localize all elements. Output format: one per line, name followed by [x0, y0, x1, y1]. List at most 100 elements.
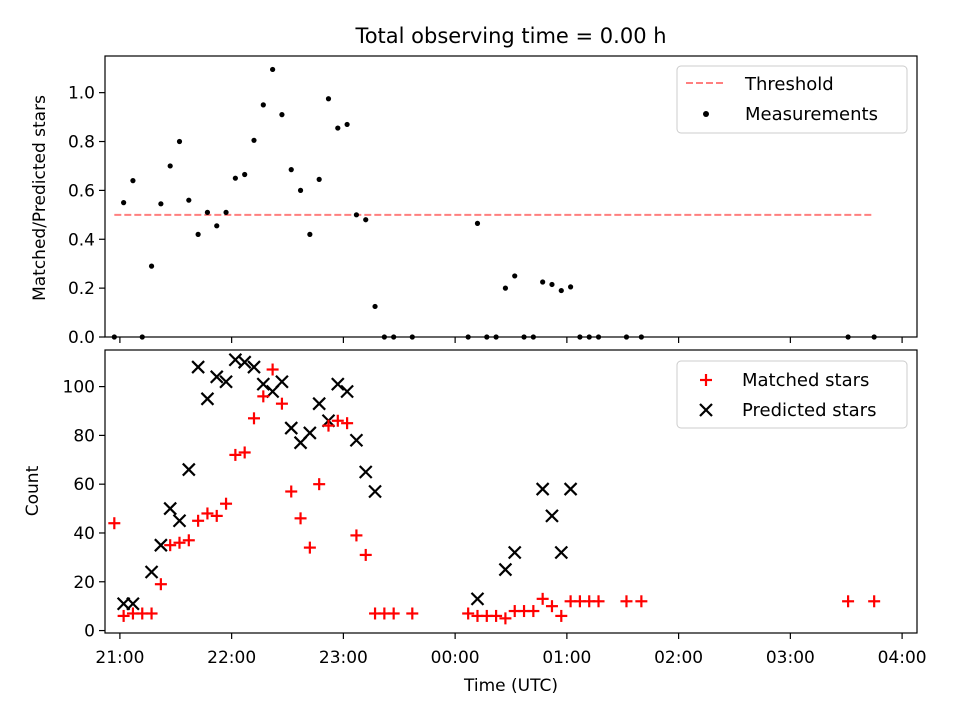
top-legend: Threshold Measurements	[676, 65, 908, 134]
measurement-point	[316, 176, 322, 182]
bottom-x-tick-label: 04:00	[878, 648, 927, 668]
matched-star-point	[229, 448, 242, 461]
legend-measurements-swatch	[703, 111, 709, 117]
bottom-x-tick-label: 22:00	[207, 648, 256, 668]
top-y-tick-label: 0.4	[68, 230, 95, 250]
top-panel: Matched/Predicted stars 0.0 0.2 0.4 0.6 0.8 1…	[30, 55, 918, 348]
measurement-point	[242, 171, 248, 178]
measurement-point	[549, 281, 555, 288]
measurement-point	[148, 263, 155, 269]
bottom-x-axis-label: Time (UTC)	[463, 676, 558, 696]
measurement-point	[288, 167, 294, 173]
predicted-star-point	[498, 562, 513, 577]
matched-star-point	[313, 478, 326, 491]
top-y-tick-label: 0.0	[68, 328, 95, 348]
matched-star-point	[192, 514, 205, 527]
matched-star-point	[635, 595, 648, 608]
bottom-plot-area	[108, 352, 881, 625]
matched-star-point	[545, 600, 558, 613]
matched-star-point	[359, 548, 372, 561]
matched-star-point	[462, 607, 475, 620]
predicted-star-point	[312, 396, 326, 411]
predicted-star-point	[219, 374, 233, 389]
bottom-y-tick-label: 100	[63, 378, 95, 398]
matched-star-point	[145, 607, 158, 620]
measurement-point	[223, 209, 229, 215]
matched-star-point	[592, 595, 605, 608]
predicted-star-point	[535, 482, 550, 496]
measurement-point	[167, 163, 173, 169]
measurement-point	[121, 200, 127, 206]
measurement-point	[297, 187, 304, 193]
predicted-star-point	[554, 545, 569, 560]
matched-star-point	[154, 578, 167, 591]
measurement-point	[372, 303, 378, 310]
matched-star-point	[294, 512, 307, 525]
top-y-tick-label: 0.6	[68, 181, 95, 201]
measurement-point	[502, 285, 509, 291]
top-axes-frame	[104, 55, 918, 338]
matched-star-point	[868, 595, 881, 608]
bottom-legend-box	[676, 360, 908, 429]
predicted-star-point	[340, 384, 354, 399]
matched-star-point	[201, 507, 214, 520]
predicted-star-point	[237, 355, 252, 369]
matched-star-point	[842, 595, 855, 608]
top-y-tick-label: 0.8	[68, 133, 95, 153]
predicted-star-point	[470, 592, 485, 606]
bottom-panel: Count Time (UTC) 0 20 40 60 80 100 21:00 22:00…	[23, 349, 927, 696]
predicted-star-point	[563, 482, 578, 496]
predicted-star-point	[163, 501, 177, 516]
measurement-point	[204, 209, 211, 215]
measurement-point	[353, 212, 360, 218]
bottom-x-tick-label: 02:00	[654, 648, 703, 668]
matched-star-point	[164, 539, 177, 552]
matched-star-point	[266, 363, 279, 376]
bottom-y-tick-label: 80	[73, 426, 95, 446]
bottom-axes-frame	[104, 349, 918, 634]
matched-star-point	[387, 607, 400, 620]
top-y-axis-label: Matched/Predicted stars	[30, 95, 50, 301]
matched-star-point	[536, 592, 549, 605]
bottom-x-tick-label: 23:00	[319, 648, 368, 668]
measurement-point	[307, 231, 313, 237]
predicted-star-point	[191, 360, 205, 374]
predicted-star-point	[368, 484, 382, 499]
predicted-star-point	[358, 465, 373, 479]
measurement-point	[344, 121, 350, 128]
bottom-y-tick-label: 0	[84, 622, 95, 642]
measurement-point	[251, 137, 257, 143]
legend-measurements-label: Measurements	[745, 104, 878, 125]
measurement-point	[130, 178, 136, 184]
bottom-x-tick-label: 21:00	[95, 648, 144, 668]
measurement-point	[214, 223, 220, 229]
matched-star-point	[257, 390, 270, 403]
predicted-star-point	[331, 377, 345, 391]
matched-star-point	[275, 397, 288, 410]
legend-predicted-label: Predicted stars	[742, 400, 876, 421]
matched-star-point	[406, 607, 419, 620]
top-y-ticks: 0.0 0.2 0.4 0.6 0.8 1.0	[68, 84, 105, 348]
predicted-star-point	[507, 545, 522, 560]
matched-star-point	[173, 536, 186, 549]
predicted-star-point	[144, 565, 159, 579]
bottom-x-ticks: 21:00 22:00 23:00 00:00 01:00 02:00 03:00 04:00	[95, 633, 927, 668]
measurement-point	[158, 201, 164, 207]
matched-star-point	[499, 612, 512, 625]
matched-star-point	[303, 541, 316, 554]
matched-star-point	[490, 609, 503, 622]
legend-threshold-label: Threshold	[744, 74, 834, 95]
matched-star-point	[220, 497, 233, 510]
measurement-point	[363, 217, 369, 223]
legend-predicted-swatch	[699, 403, 713, 417]
bottom-y-axis-label: Count	[23, 465, 43, 516]
measurement-point	[279, 112, 285, 118]
measurement-point	[176, 138, 183, 145]
predicted-star-point	[545, 509, 559, 523]
predicted-star-point	[349, 433, 364, 448]
measurement-point	[512, 273, 518, 279]
predicted-star-point	[182, 462, 196, 477]
bottom-y-ticks: 0 20 40 60 80 100	[63, 378, 105, 642]
bottom-x-tick-label: 00:00	[431, 648, 480, 668]
